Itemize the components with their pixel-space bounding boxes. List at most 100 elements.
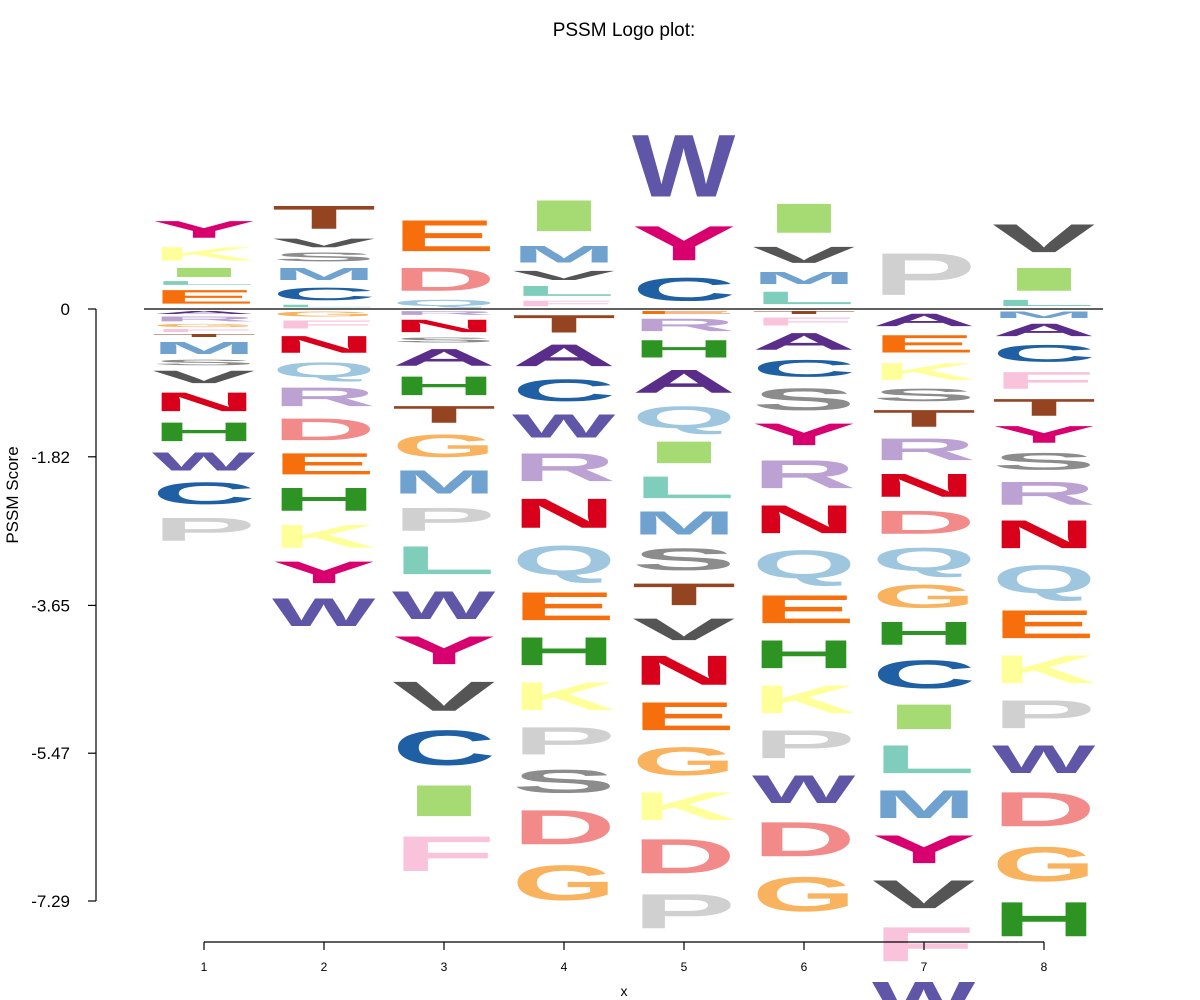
logo-letter-a: A <box>872 310 976 330</box>
logo-letter-h: H <box>872 615 976 652</box>
logo-letter-p: P <box>512 719 616 763</box>
logo-letter-w: W <box>872 972 975 1000</box>
logo-letter-n: N <box>872 467 976 504</box>
logo-letter-r: R <box>512 445 616 490</box>
logo-letter-r: R <box>272 382 376 412</box>
x-tick-label: 5 <box>681 960 688 974</box>
x-tick-label: 3 <box>441 960 448 974</box>
logo-letter-w: W <box>512 408 616 445</box>
logo-letter-p: P <box>392 501 496 538</box>
logo-letter-i: I <box>392 776 496 826</box>
logo-letter-m: M <box>872 782 976 827</box>
logo-letter-s: S <box>632 542 736 577</box>
logo-letter-e: E <box>152 286 256 308</box>
logo-letter-p: P <box>152 511 256 548</box>
logo-letter-t: T <box>152 333 256 338</box>
logo-letter-r: R <box>632 315 736 335</box>
x-tick-label: 6 <box>801 960 808 974</box>
logo-letter-m: M <box>752 268 856 288</box>
logo-letter-g: G <box>992 837 1096 892</box>
x-tick-label: 4 <box>561 960 568 974</box>
logo-letter-d: D <box>992 782 1096 837</box>
logo-letter-a: A <box>992 320 1096 340</box>
logo-letter-i: I <box>872 697 976 737</box>
logo-letter-n: N <box>752 497 856 542</box>
logo-letter-d: D <box>392 261 496 298</box>
logo-letter-t: T <box>392 401 496 428</box>
logo-letter-g: G <box>152 323 256 328</box>
logo-letter-s: S <box>992 448 1096 475</box>
logo-letter-f: F <box>272 318 376 331</box>
logo-letter-h: H <box>752 632 856 677</box>
logo-letter-a: A <box>392 344 496 371</box>
logo-letter-l: L <box>392 538 496 583</box>
logo-letter-m: M <box>632 505 736 542</box>
logo-letter-l: L <box>152 280 256 286</box>
logo-letter-c: C <box>152 476 256 511</box>
logo-letter-l: L <box>632 470 736 505</box>
logo-letter-f: F <box>152 328 256 333</box>
logo-letter-k: K <box>632 784 736 829</box>
logo-letter-v: V <box>272 236 376 250</box>
x-tick-label: 1 <box>201 960 208 974</box>
logo-letter-e: E <box>272 447 376 481</box>
logo-letter-a: A <box>512 338 616 373</box>
logo-letter-q: Q <box>752 542 856 587</box>
logo-letter-g: G <box>752 867 856 922</box>
y-tick-label: -7.29 <box>31 892 70 911</box>
logo-letter-l: L <box>272 304 376 308</box>
logo-letter-d: D <box>752 812 856 867</box>
y-tick-label: 0 <box>61 300 70 319</box>
logo-letter-s: S <box>392 336 496 344</box>
logo-letter-e: E <box>632 694 736 739</box>
logo-letter-y: Y <box>872 827 976 872</box>
logo-letter-a: A <box>752 328 856 355</box>
logo-letter-f: F <box>512 299 616 308</box>
logo-letter-k: K <box>872 358 976 385</box>
logo-letter-q: Q <box>632 400 736 435</box>
logo-letter-v: V <box>152 367 256 387</box>
logo-letter-s: S <box>872 385 976 405</box>
logo-letter-i: I <box>752 195 856 242</box>
logo-letter-r: R <box>872 432 976 467</box>
logo-letter-t: T <box>752 310 856 315</box>
logo-letter-t: T <box>512 310 616 338</box>
logo-letter-i: I <box>632 435 736 470</box>
logo-letter-r: R <box>752 452 856 497</box>
logo-letter-t: T <box>992 394 1096 421</box>
logo-letter-f: F <box>752 315 856 328</box>
logo-letter-n: N <box>272 331 376 358</box>
logo-letter-d: D <box>512 800 616 855</box>
logo-letter-c: C <box>752 355 856 382</box>
logo-letter-i: I <box>152 265 256 280</box>
logo-letter-y: Y <box>992 421 1096 448</box>
logo-letter-r: R <box>152 315 256 323</box>
logo-letter-p: P <box>872 241 976 308</box>
logo-letter-k: K <box>512 674 616 719</box>
logo-letter-s: S <box>512 763 616 800</box>
logo-letter-r: R <box>392 310 496 316</box>
logo-letter-c: C <box>992 340 1096 367</box>
logo-letter-k: K <box>752 677 856 722</box>
logo-letter-e: E <box>632 310 736 315</box>
logo-letter-w: W <box>752 767 856 812</box>
logo-letter-k: K <box>992 647 1096 692</box>
logo-letter-y: Y <box>752 417 856 452</box>
logo-letter-e: E <box>872 330 976 358</box>
logo-letter-v: V <box>512 268 616 283</box>
logo-letter-d: D <box>872 504 976 541</box>
logo-letter-k: K <box>152 243 256 265</box>
logo-letter-w: W <box>392 583 496 628</box>
logo-letter-l: L <box>872 737 976 782</box>
logo-letter-k: K <box>272 518 376 555</box>
logo-letter-q: Q <box>272 358 376 382</box>
logo-letter-g: G <box>632 739 736 784</box>
y-tick-label: -1.82 <box>31 448 70 467</box>
logo-letter-v: V <box>392 673 496 720</box>
logo-letter-d: D <box>272 412 376 447</box>
logo-letter-h: H <box>392 371 496 401</box>
logo-letter-c: C <box>512 373 616 408</box>
x-tick-label: 2 <box>321 960 328 974</box>
logo-letter-v: V <box>632 612 736 647</box>
logo-letter-h: H <box>512 629 616 674</box>
